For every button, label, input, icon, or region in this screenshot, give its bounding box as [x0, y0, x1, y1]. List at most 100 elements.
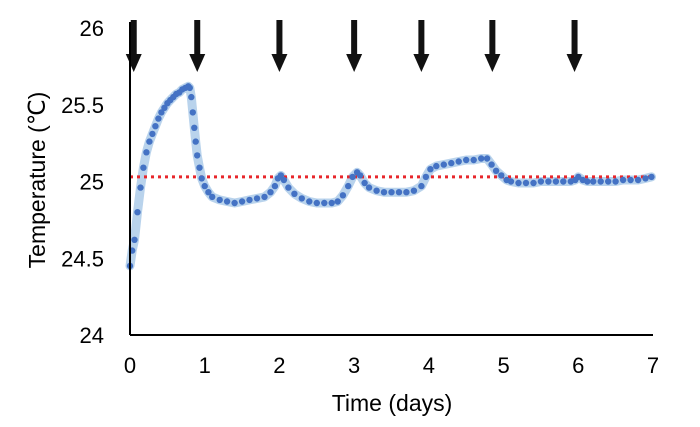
data-point [205, 189, 212, 196]
down-arrow-icon [413, 20, 430, 72]
data-point [498, 172, 505, 179]
data-point [507, 178, 515, 185]
data-point [380, 189, 388, 196]
x-tick-label: 7 [647, 353, 659, 378]
data-point [448, 159, 455, 167]
x-tick-label: 3 [348, 353, 360, 378]
x-tick-label: 1 [199, 353, 211, 378]
data-point [552, 178, 560, 185]
data-point [349, 173, 356, 181]
data-point [373, 187, 380, 194]
y-tick-label: 24.5 [61, 246, 104, 271]
data-point [271, 182, 279, 190]
x-tick-label: 6 [572, 353, 584, 378]
data-point [388, 189, 395, 196]
data-point [238, 198, 246, 205]
data-point [328, 199, 335, 207]
data-point [186, 84, 193, 92]
data-point [261, 193, 268, 201]
data-point [140, 164, 147, 171]
data-point [267, 189, 274, 196]
data-points [126, 83, 655, 270]
data-point [189, 109, 196, 116]
data-point [161, 104, 168, 112]
x-tick-label: 0 [124, 353, 136, 378]
x-axis-title: Time (days) [332, 390, 453, 416]
data-point [192, 138, 199, 145]
data-point [356, 172, 364, 179]
axes [129, 22, 653, 336]
data-point [470, 156, 477, 164]
data-point [575, 173, 582, 181]
data-point [231, 199, 238, 207]
data-point [152, 123, 159, 130]
data-point [478, 155, 485, 162]
data-point [395, 189, 403, 196]
data-point [149, 130, 156, 138]
data-point [642, 175, 649, 182]
tick-labels: 0 1 2 3 4 5 6 7 24 24.5 25 25.5 26 [61, 16, 659, 378]
data-point [365, 184, 373, 191]
data-point [584, 178, 591, 185]
y-tick-label: 24 [80, 323, 104, 348]
data-point [277, 172, 285, 179]
data-point [285, 184, 292, 191]
data-point [612, 178, 619, 185]
data-point [648, 173, 655, 181]
data-point [455, 158, 462, 165]
x-tick-label: 2 [273, 353, 285, 378]
data-point [537, 178, 545, 185]
down-arrow-icon [566, 20, 583, 72]
data-point [345, 182, 352, 190]
data-point [545, 178, 552, 185]
down-arrow-icon [125, 20, 142, 72]
data-point [298, 195, 305, 202]
data-point [246, 196, 253, 204]
data-point [597, 178, 604, 185]
data-point [216, 196, 223, 204]
data-point [634, 176, 642, 184]
data-point [321, 199, 328, 207]
data-point [530, 179, 537, 187]
y-tick-label: 26 [80, 16, 104, 41]
x-tick-label: 5 [497, 353, 509, 378]
data-point [209, 193, 216, 201]
data-point [515, 179, 522, 187]
data-point [334, 198, 341, 205]
data-point [291, 190, 298, 197]
data-point [410, 187, 418, 194]
data-point [492, 167, 500, 174]
data-point [619, 176, 627, 184]
down-arrow-icon [346, 20, 363, 72]
data-point [143, 149, 150, 156]
data-point [198, 175, 205, 182]
data-point [131, 236, 138, 243]
arrow-markers [125, 20, 583, 72]
data-point [433, 162, 440, 170]
data-point [627, 176, 634, 184]
down-arrow-icon [271, 20, 288, 72]
data-point [253, 195, 261, 202]
y-axis-title: Temperature (℃) [24, 92, 50, 269]
data-point [560, 178, 567, 185]
data-point [194, 152, 201, 159]
data-point [418, 182, 425, 190]
data-point [463, 156, 470, 164]
data-point [280, 176, 288, 184]
y-tick-label: 25.5 [61, 93, 104, 118]
data-point [146, 138, 153, 145]
data-point [361, 179, 368, 187]
y-tick-label: 25 [80, 170, 104, 195]
data-point [155, 115, 162, 122]
data-point [427, 166, 434, 173]
data-point [188, 93, 195, 101]
data-point [137, 184, 144, 191]
data-point [522, 179, 530, 187]
data-point [191, 124, 198, 131]
data-point [196, 164, 203, 171]
data-point [134, 209, 141, 216]
data-point [488, 161, 495, 168]
data-point [223, 198, 231, 205]
data-point [483, 155, 491, 162]
